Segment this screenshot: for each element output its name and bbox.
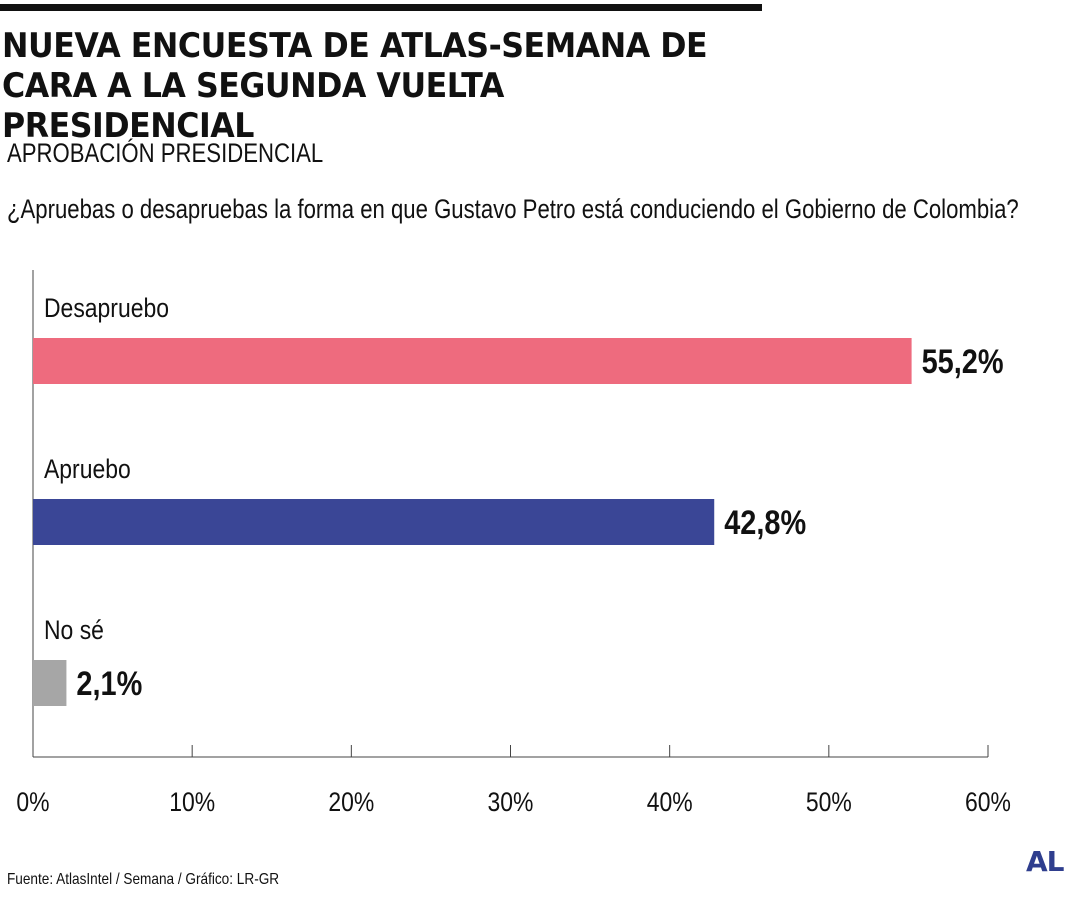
bar	[33, 660, 67, 706]
chart-title: NUEVA ENCUESTA DE ATLAS-SEMANA DE CARA A…	[2, 26, 708, 146]
source-note: Fuente: AtlasIntel / Semana / Gráfico: L…	[7, 871, 280, 888]
x-tick-label: 20%	[328, 787, 374, 817]
top-rule	[0, 4, 762, 11]
value-label: 55,2%	[922, 342, 1004, 381]
x-tick-label: 0%	[16, 787, 49, 817]
category-label: Desapruebo	[44, 293, 169, 323]
brand-logo: AL	[1026, 845, 1065, 878]
bar	[33, 499, 715, 545]
x-tick-label: 30%	[488, 787, 534, 817]
bar-chart: Desapruebo 55,2% Apruebo 42,8% No sé 2,1% 0% 10…	[16, 270, 1011, 817]
category-label: No sé	[44, 615, 104, 645]
category-label: Apruebo	[44, 454, 131, 484]
survey-question: ¿Apruebas o desapruebas la forma en que …	[7, 194, 1019, 224]
bar	[33, 338, 912, 384]
x-tick-label: 40%	[647, 787, 693, 817]
x-tick-label: 60%	[965, 787, 1011, 817]
x-tick-label: 10%	[169, 787, 215, 817]
value-label: 42,8%	[724, 503, 806, 542]
x-tick-label: 50%	[806, 787, 852, 817]
chart-subtitle: APROBACIÓN PRESIDENCIAL	[7, 138, 324, 168]
value-label: 2,1%	[76, 664, 142, 703]
